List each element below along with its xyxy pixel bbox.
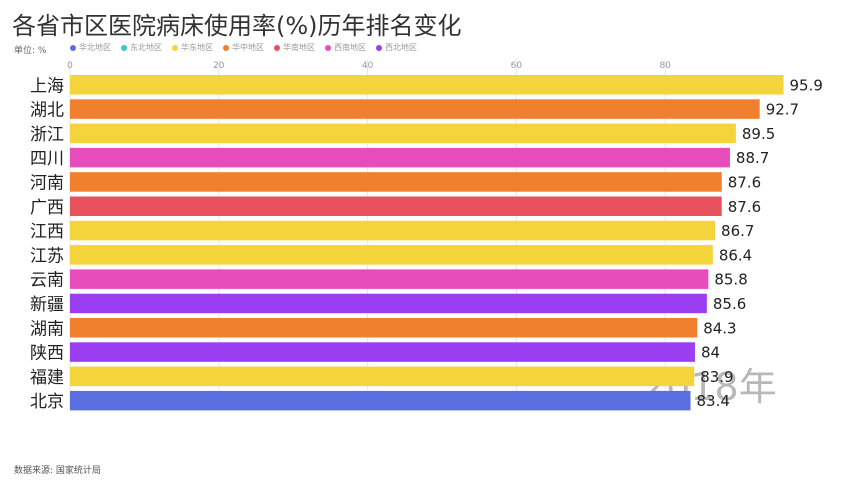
value-label: 89.5 bbox=[742, 125, 775, 143]
bar bbox=[70, 269, 709, 289]
legend-label: 西南地区 bbox=[334, 43, 366, 52]
value-label: 83.4 bbox=[696, 392, 729, 410]
category-label: 江苏 bbox=[30, 246, 64, 266]
legend-swatch bbox=[121, 44, 127, 51]
legend-item[interactable]: 西北地区 bbox=[376, 42, 417, 53]
value-label: 85.8 bbox=[714, 271, 747, 289]
value-label: 92.7 bbox=[766, 101, 799, 119]
bar bbox=[70, 75, 784, 95]
chart-title: 各省市区医院病床使用率(%)历年排名变化 bbox=[12, 12, 462, 40]
x-tick-label: 80 bbox=[659, 61, 671, 71]
value-label: 88.7 bbox=[736, 149, 769, 167]
x-tick-label: 40 bbox=[362, 61, 374, 71]
value-label: 87.6 bbox=[728, 173, 761, 191]
bar bbox=[70, 196, 722, 216]
category-label: 北京 bbox=[30, 392, 64, 412]
category-label: 浙江 bbox=[30, 125, 64, 145]
value-label: 86.4 bbox=[719, 246, 752, 264]
legend-swatch bbox=[223, 44, 229, 51]
legend-swatch bbox=[376, 44, 382, 51]
value-label: 87.6 bbox=[728, 198, 761, 216]
bar bbox=[70, 147, 730, 168]
category-label: 湖北 bbox=[30, 101, 64, 121]
category-label: 福建 bbox=[30, 368, 64, 388]
category-label: 湖南 bbox=[30, 319, 64, 339]
bar bbox=[70, 293, 707, 314]
value-label: 85.6 bbox=[713, 295, 746, 313]
category-label: 陕西 bbox=[30, 344, 64, 364]
legend-label: 华北地区 bbox=[79, 43, 111, 52]
legend-item[interactable]: 东北地区 bbox=[121, 42, 162, 53]
legend-item[interactable]: 华南地区 bbox=[274, 42, 315, 53]
legend-item[interactable]: 华中地区 bbox=[223, 42, 264, 53]
legend-label: 西北地区 bbox=[385, 43, 417, 52]
legend-item[interactable]: 华东地区 bbox=[172, 42, 213, 53]
bar bbox=[70, 99, 760, 119]
category-label: 上海 bbox=[30, 76, 64, 96]
legend-label: 华中地区 bbox=[232, 43, 264, 52]
legend-item[interactable]: 华北地区 bbox=[70, 42, 111, 53]
category-label: 江西 bbox=[30, 222, 64, 242]
legend-swatch bbox=[274, 44, 280, 51]
category-label: 广西 bbox=[30, 198, 64, 218]
category-label: 四川 bbox=[30, 149, 64, 169]
value-label: 95.9 bbox=[789, 76, 822, 94]
bar bbox=[70, 245, 713, 265]
category-label: 新疆 bbox=[30, 295, 64, 315]
legend-swatch bbox=[325, 44, 331, 51]
bar bbox=[70, 172, 722, 192]
bar bbox=[70, 318, 698, 338]
legend-swatch bbox=[70, 44, 76, 51]
category-label: 河南 bbox=[30, 173, 64, 193]
bar bbox=[70, 342, 695, 362]
value-label: 86.7 bbox=[721, 222, 754, 240]
unit-label: 单位: % bbox=[14, 46, 47, 56]
x-tick-label: 60 bbox=[511, 61, 523, 71]
bar bbox=[70, 390, 691, 411]
x-tick-label: 20 bbox=[213, 61, 225, 71]
legend-swatch bbox=[172, 44, 178, 51]
data-source: 数据来源: 国家统计局 bbox=[14, 466, 101, 476]
value-label: 83.9 bbox=[700, 368, 733, 386]
legend-label: 华南地区 bbox=[283, 43, 315, 52]
legend-label: 东北地区 bbox=[130, 43, 162, 52]
bar bbox=[70, 366, 695, 387]
value-label: 84 bbox=[701, 344, 720, 362]
legend: 华北地区 东北地区 华东地区 华中地区 华南地区 西南地区 西北地区 bbox=[70, 42, 417, 53]
bar bbox=[70, 123, 736, 144]
value-label: 84.3 bbox=[703, 319, 736, 337]
x-tick-label: 0 bbox=[67, 61, 73, 71]
legend-label: 华东地区 bbox=[181, 43, 213, 52]
category-label: 云南 bbox=[30, 271, 64, 291]
legend-item[interactable]: 西南地区 bbox=[325, 42, 366, 53]
bar bbox=[70, 220, 716, 241]
